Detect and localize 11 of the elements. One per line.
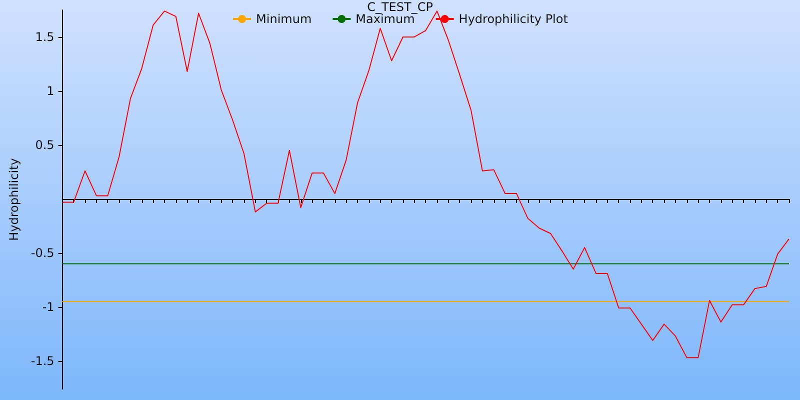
y-tick-label: 0.5 [35, 138, 54, 152]
chart-title: C_TEST_CP [367, 0, 433, 14]
y-axis-title: Hydrophilicity [7, 158, 21, 241]
legend-label: Minimum [256, 12, 312, 26]
legend-label: Hydrophilicity Plot [458, 12, 568, 26]
y-tick-label: 1.5 [35, 30, 54, 44]
legend-label: Maximum [356, 12, 415, 26]
y-tick-label: -1.5 [30, 354, 54, 368]
y-tick-label: -1 [42, 300, 54, 314]
y-tick-label: 1 [46, 84, 54, 98]
y-tick-label: -0.5 [30, 246, 54, 260]
